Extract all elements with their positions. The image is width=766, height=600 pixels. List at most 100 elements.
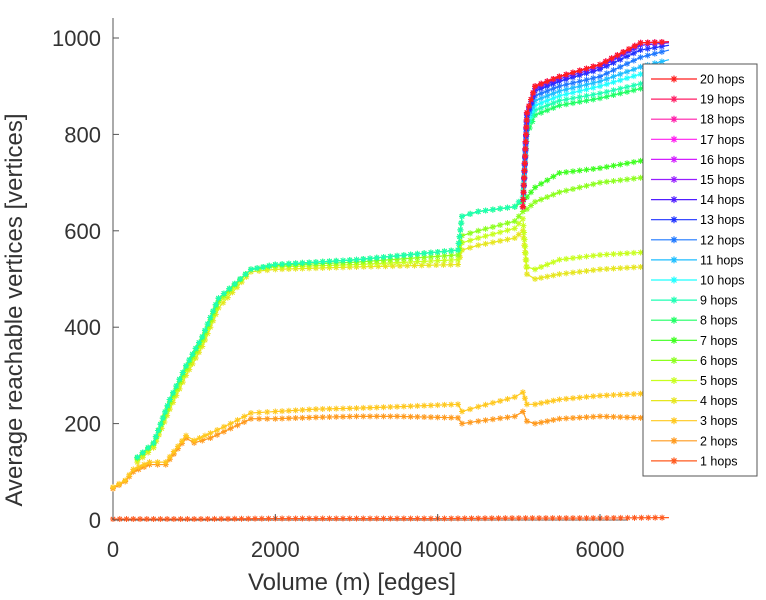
data-point (158, 425, 165, 432)
data-point (201, 337, 208, 344)
data-point (135, 463, 142, 470)
data-point (265, 515, 272, 522)
data-point (441, 252, 448, 259)
data-point (211, 515, 218, 522)
data-point (155, 431, 162, 438)
data-point (166, 453, 173, 460)
data-point (556, 83, 563, 90)
data-point (380, 257, 387, 264)
data-point (563, 415, 570, 422)
data-point (597, 266, 603, 273)
data-point (346, 515, 353, 522)
data-point (630, 264, 637, 271)
data-point (637, 71, 644, 78)
data-point (529, 112, 536, 119)
data-point (583, 166, 590, 173)
data-point (489, 231, 496, 238)
data-point (583, 86, 590, 93)
data-point (538, 100, 545, 107)
data-point (407, 413, 414, 420)
data-point (448, 252, 455, 259)
data-point (459, 232, 466, 239)
data-point (569, 69, 576, 76)
data-point (603, 81, 610, 88)
data-point (201, 327, 208, 334)
data-point (576, 98, 583, 105)
data-point (312, 414, 319, 421)
data-point (569, 269, 576, 276)
data-point (532, 184, 539, 191)
data-point (630, 87, 637, 94)
data-point (448, 515, 455, 522)
data-point (400, 413, 407, 420)
data-point (538, 419, 545, 426)
data-point (400, 252, 407, 259)
legend-label: 14 hops (700, 193, 744, 207)
data-point (550, 75, 557, 82)
data-point (224, 290, 231, 297)
data-point (380, 260, 387, 267)
data-point (411, 262, 418, 269)
data-point (563, 96, 570, 103)
data-point (532, 266, 539, 273)
data-point (137, 516, 144, 523)
data-point (523, 418, 530, 425)
data-point (245, 515, 252, 522)
data-point (346, 405, 353, 412)
data-point (610, 514, 617, 521)
data-point (590, 63, 597, 70)
data-point (515, 213, 522, 220)
data-point (256, 409, 263, 416)
data-point (630, 73, 637, 80)
data-point (532, 92, 539, 99)
data-point (210, 317, 217, 324)
data-point (434, 402, 441, 409)
data-point (204, 320, 211, 327)
y-tick-label: 600 (64, 219, 101, 244)
data-point (306, 259, 313, 266)
data-point (603, 515, 610, 522)
x-ticks: 0 2000 4000 6000 (107, 514, 624, 562)
data-point (556, 169, 563, 176)
data-point (199, 333, 206, 340)
data-point (523, 109, 530, 116)
data-point (597, 179, 603, 186)
data-point (400, 259, 407, 266)
data-point (186, 356, 193, 363)
legend-label: 7 hops (700, 334, 738, 348)
data-point (227, 420, 234, 427)
data-point (544, 194, 551, 201)
legend-item: 6 hops (651, 354, 738, 368)
data-point (556, 415, 563, 422)
data-point (292, 515, 299, 522)
data-point (177, 516, 184, 523)
data-point (433, 262, 440, 269)
data-point (563, 270, 570, 277)
data-point (520, 196, 527, 203)
data-point (644, 39, 651, 46)
data-point (497, 415, 504, 422)
data-point (373, 254, 380, 261)
data-point (414, 402, 421, 409)
data-point (353, 405, 360, 412)
data-point (380, 515, 387, 522)
data-point (196, 349, 203, 356)
data-point (174, 443, 181, 450)
data-point (116, 516, 123, 523)
series-2-hops (110, 408, 670, 492)
legend-box (642, 63, 758, 477)
data-point (204, 515, 211, 522)
series-1-hops (110, 514, 669, 523)
data-point (333, 515, 340, 522)
data-point (380, 254, 387, 261)
data-point (630, 249, 637, 256)
data-point (319, 515, 326, 522)
data-point (231, 515, 238, 522)
data-point (264, 409, 271, 416)
data-point (556, 515, 563, 522)
data-point (556, 73, 563, 80)
data-point (220, 423, 227, 430)
legend-marker (670, 397, 678, 405)
data-point (583, 414, 590, 421)
